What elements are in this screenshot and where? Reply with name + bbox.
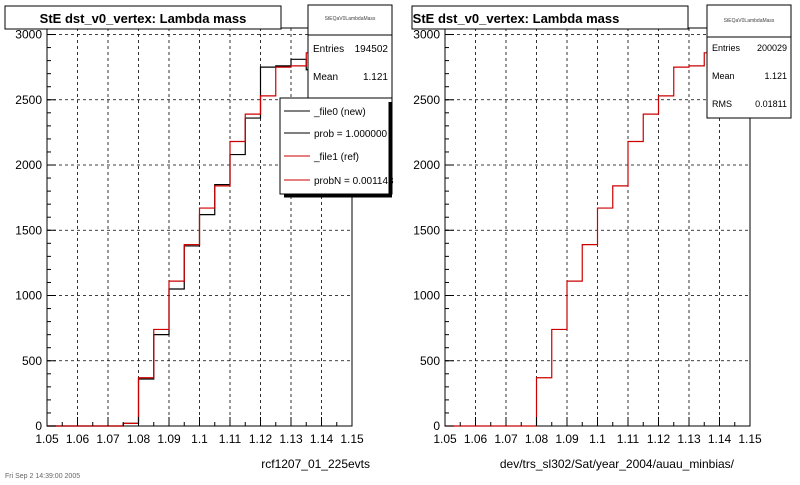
legend-entry-file1: _file1 (ref) xyxy=(284,152,359,163)
left-title: StE dst_v0_vertex: Lambda mass xyxy=(40,11,247,26)
x-tick-label: 1.1 xyxy=(191,432,208,446)
right-stats-entries: 200029 xyxy=(757,43,787,53)
right-histograms xyxy=(445,35,750,427)
x-tick-label: 1.09 xyxy=(555,432,579,446)
legend-entry-file0: _file0 (new) xyxy=(284,107,366,118)
right-stats-name: StEQaV0LambdaMass xyxy=(724,18,775,24)
right-stats-box xyxy=(706,4,792,119)
x-tick-label: 1.08 xyxy=(525,432,549,446)
left-x-axis-label: rcf1207_01_225evts xyxy=(261,457,370,471)
left-title-box xyxy=(4,5,282,30)
right-stats-rms-label: RMS xyxy=(712,99,732,109)
x-tick-label: 1.1 xyxy=(589,432,606,446)
left-stats-mean-label: Mean xyxy=(313,72,338,83)
x-tick-label: 1.08 xyxy=(127,432,151,446)
y-tick-label: 0 xyxy=(35,419,42,433)
left-stats-name: StEQaV0LambdaMass xyxy=(325,16,376,22)
right-x-axis-label: dev/trs_sl302/Sat/year_2004/auau_minbias… xyxy=(500,457,735,471)
y-tick-label: 1000 xyxy=(15,289,42,303)
left-stats-entries-label: Entries xyxy=(313,44,344,55)
y-tick-label: 3000 xyxy=(15,28,42,42)
y-tick-label: 1500 xyxy=(15,223,42,237)
x-tick-label: 1.06 xyxy=(464,432,488,446)
y-tick-label: 1000 xyxy=(413,289,440,303)
y-tick-label: 2500 xyxy=(15,93,42,107)
x-tick-label: 1.09 xyxy=(157,432,181,446)
x-tick-label: 1.13 xyxy=(279,432,303,446)
x-tick-label: 1.07 xyxy=(96,432,120,446)
legend-entry-prob: prob = 1.000000 xyxy=(284,129,388,140)
x-tick-label: 1.05 xyxy=(433,432,457,446)
x-tick-label: 1.11 xyxy=(617,432,640,446)
y-tick-label: 2000 xyxy=(15,158,42,172)
legend-label-file0: _file0 (new) xyxy=(313,107,366,118)
x-tick-label: 1.06 xyxy=(66,432,90,446)
x-tick-label: 1.15 xyxy=(340,432,364,446)
x-tick-label: 1.07 xyxy=(494,432,518,446)
legend-label-file1: _file1 (ref) xyxy=(313,152,359,163)
left-stats-entries: 194502 xyxy=(355,44,389,55)
left-legend xyxy=(279,97,393,195)
y-tick-label: 3000 xyxy=(413,28,440,42)
x-tick-label: 1.15 xyxy=(738,432,762,446)
y-tick-label: 500 xyxy=(22,354,42,368)
y-tick-label: 2500 xyxy=(413,93,440,107)
x-tick-label: 1.05 xyxy=(35,432,59,446)
right-title: StE dst_v0_vertex: Lambda mass xyxy=(413,11,620,26)
y-tick-label: 2000 xyxy=(413,158,440,172)
right-y-axis: 0 500 1000 1500 2000 2500 3000 xyxy=(413,28,454,433)
right-x-axis: 1.05 1.06 1.07 1.08 1.09 1.1 1.11 1.12 1.13 1.14 1… xyxy=(433,417,762,446)
left-stats-mean: 1.121 xyxy=(363,72,388,83)
x-tick-label: 1.13 xyxy=(677,432,701,446)
x-tick-label: 1.12 xyxy=(249,432,273,446)
right-stats-entries-label: Entries xyxy=(712,43,741,53)
histogram-series-0 xyxy=(445,35,750,427)
right-title-box xyxy=(411,5,689,30)
x-tick-label: 1.11 xyxy=(219,432,242,446)
legend-label-probn: probN = 0.001143 xyxy=(314,176,394,187)
right-stats-mean: 1.121 xyxy=(764,71,787,81)
y-tick-label: 0 xyxy=(433,419,440,433)
x-tick-label: 1.14 xyxy=(708,432,732,446)
legend-label-prob: prob = 1.000000 xyxy=(314,129,388,140)
left-x-axis: 1.05 1.06 1.07 1.08 1.09 1.1 1.11 1.12 1.13 1.14 1… xyxy=(35,417,364,446)
legend-entry-probn: probN = 0.001143 xyxy=(284,176,394,187)
right-stats-rms: 0.01811 xyxy=(755,99,787,109)
y-tick-label: 1500 xyxy=(413,223,440,237)
y-tick-label: 500 xyxy=(420,354,440,368)
left-y-axis: 0 500 1000 1500 2000 2500 3000 xyxy=(15,28,56,433)
x-tick-label: 1.12 xyxy=(647,432,671,446)
x-tick-label: 1.14 xyxy=(310,432,334,446)
page-footer: Fri Sep 2 14:39:00 2005 xyxy=(5,473,80,480)
right-stats-mean-label: Mean xyxy=(712,71,735,81)
